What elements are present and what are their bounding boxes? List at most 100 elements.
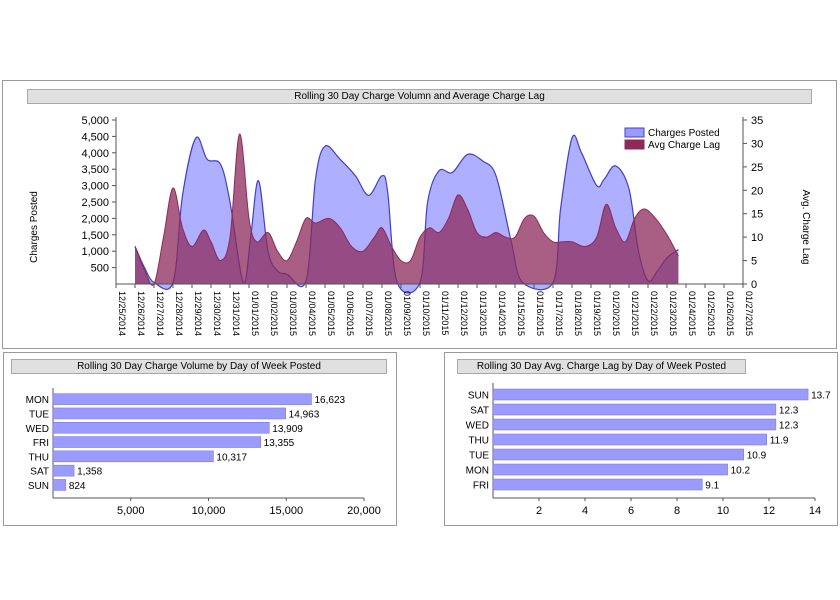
x-tick-label: 01/01/2015 xyxy=(250,291,260,336)
legend-charges-swatch xyxy=(624,127,645,138)
left-tick-label: 5,000 xyxy=(81,115,109,127)
x-tick-label: 12/28/2014 xyxy=(174,291,184,336)
volume-bar xyxy=(52,393,312,405)
volume-category-label: MON xyxy=(26,395,49,406)
volume-value-label: 13,909 xyxy=(272,424,303,435)
x-tick-label: 01/23/2015 xyxy=(668,291,678,336)
volume-value-label: 16,623 xyxy=(314,395,345,406)
x-tick-label: 01/07/2015 xyxy=(364,291,374,336)
x-tick-label: 12/31/2014 xyxy=(231,291,241,336)
volume-x-tick-label: 15,000 xyxy=(269,505,303,517)
x-tick-label: 01/19/2015 xyxy=(592,291,602,336)
lag-bar xyxy=(492,418,777,431)
x-tick-label: 01/02/2015 xyxy=(269,291,279,336)
lag-category-label: SUN xyxy=(468,391,489,402)
volume-bar xyxy=(52,407,286,420)
volume-x-tick-label: 10,000 xyxy=(192,505,226,517)
x-tick-label: 01/24/2015 xyxy=(687,291,697,336)
left-tick-label: 3,500 xyxy=(81,164,109,176)
x-tick-label: 01/05/2015 xyxy=(326,291,336,336)
x-tick-label: 01/18/2015 xyxy=(573,291,583,336)
x-tick-label: 01/06/2015 xyxy=(345,291,355,336)
legend-charges-label: Charges Posted xyxy=(648,128,720,139)
x-tick-label: 01/09/2015 xyxy=(402,291,412,336)
legend-lag-label: Avg Charge Lag xyxy=(648,140,720,151)
x-tick-label: 01/22/2015 xyxy=(649,291,659,336)
volume-by-day-title: Rolling 30 Day Charge Volume by Day of W… xyxy=(11,359,387,374)
volume-by-day-panel: Rolling 30 Day Charge Volume by Day of W… xyxy=(3,352,397,526)
x-tick-label: 01/15/2015 xyxy=(516,291,526,336)
right-tick-label: 0 xyxy=(751,279,757,291)
volume-category-label: THU xyxy=(28,452,49,463)
lag-x-tick-label: 14 xyxy=(809,505,821,517)
x-tick-label: 01/14/2015 xyxy=(497,291,507,336)
lag-x-tick-label: 12 xyxy=(763,505,775,517)
legend-lag-swatch xyxy=(624,139,645,150)
x-tick-label: 01/21/2015 xyxy=(630,291,640,336)
left-tick-label: 1,000 xyxy=(81,246,109,258)
volume-x-tick-label: 20,000 xyxy=(347,505,381,517)
volume-bar xyxy=(52,436,261,448)
volume-bar xyxy=(52,464,75,477)
lag-category-label: THU xyxy=(468,436,489,447)
y2-axis-title: Avg. Charge Lag xyxy=(800,190,811,265)
lag-value-label: 12.3 xyxy=(779,406,799,417)
lag-value-label: 13.7 xyxy=(811,391,831,402)
lag-x-tick-label: 6 xyxy=(628,505,634,517)
lag-category-label: SAT xyxy=(470,406,489,417)
lag-by-day-svg: SUN 13.7 SAT 12.3 WED 12.3 THU 11.9 TUE 10.9 MON 10… xyxy=(466,383,831,517)
lag-bar xyxy=(492,433,767,446)
lag-category-label: TUE xyxy=(469,451,489,462)
x-tick-label: 01/13/2015 xyxy=(478,291,488,336)
left-tick-label: 4,000 xyxy=(81,148,109,160)
y-axis-title: Charges Posted xyxy=(29,191,40,263)
volume-value-label: 1,358 xyxy=(77,467,102,478)
lag-by-day-title: Rolling 30 Day Avg. Charge Lag by Day of… xyxy=(457,359,746,374)
x-tick-label: 01/16/2015 xyxy=(535,291,545,336)
lag-bar xyxy=(492,388,809,401)
lag-value-label: 12.3 xyxy=(779,421,799,432)
lag-bar xyxy=(492,448,744,461)
charges-posted-line xyxy=(134,134,679,294)
volume-category-label: WED xyxy=(26,424,49,435)
lag-category-label: FRI xyxy=(473,481,489,492)
volume-category-label: TUE xyxy=(29,409,49,420)
x-tick-label: 01/17/2015 xyxy=(554,291,564,336)
top-chart-svg: 5,000 4,500 4,000 3,500 3,000 2,500 2,000 1,500… xyxy=(29,115,811,336)
left-tick-label: 500 xyxy=(91,263,109,275)
volume-value-label: 10,317 xyxy=(216,452,247,463)
lag-x-tick-label: 2 xyxy=(536,505,542,517)
lag-bar xyxy=(492,478,703,491)
right-tick-label: 20 xyxy=(751,185,763,197)
x-tick-label: 12/25/2014 xyxy=(117,291,127,336)
lag-value-label: 10.9 xyxy=(747,451,767,462)
volume-x-tick-label: 5,000 xyxy=(117,505,145,517)
lag-bar xyxy=(492,403,777,416)
x-tick-label: 01/04/2015 xyxy=(307,291,317,336)
volume-category-label: FRI xyxy=(33,438,49,449)
x-tick-label: 01/25/2015 xyxy=(706,291,716,336)
x-tick-label: 01/08/2015 xyxy=(383,291,393,336)
left-tick-label: 2,500 xyxy=(81,197,109,209)
left-tick-label: 3,000 xyxy=(81,181,109,193)
lag-bar xyxy=(492,463,728,476)
x-tick-label: 01/10/2015 xyxy=(421,291,431,336)
volume-value-label: 13,355 xyxy=(264,438,295,449)
volume-category-label: SUN xyxy=(28,481,49,492)
x-tick-label: 01/27/2015 xyxy=(744,291,754,336)
lag-category-label: WED xyxy=(466,421,489,432)
right-tick-label: 35 xyxy=(751,115,763,127)
right-tick-label: 15 xyxy=(751,209,763,221)
volume-category-label: SAT xyxy=(30,467,49,478)
avg-charge-lag-area xyxy=(135,133,679,286)
x-tick-label: 01/20/2015 xyxy=(611,291,621,336)
lag-category-label: MON xyxy=(466,466,489,477)
right-tick-label: 30 xyxy=(751,138,763,150)
x-tick-label: 12/27/2014 xyxy=(155,291,165,336)
volume-bar xyxy=(52,450,214,463)
right-tick-label: 25 xyxy=(751,162,763,174)
lag-x-tick-label: 10 xyxy=(717,505,729,517)
left-tick-label: 2,000 xyxy=(81,213,109,225)
x-tick-label: 12/30/2014 xyxy=(212,291,222,336)
volume-bar xyxy=(52,422,270,434)
